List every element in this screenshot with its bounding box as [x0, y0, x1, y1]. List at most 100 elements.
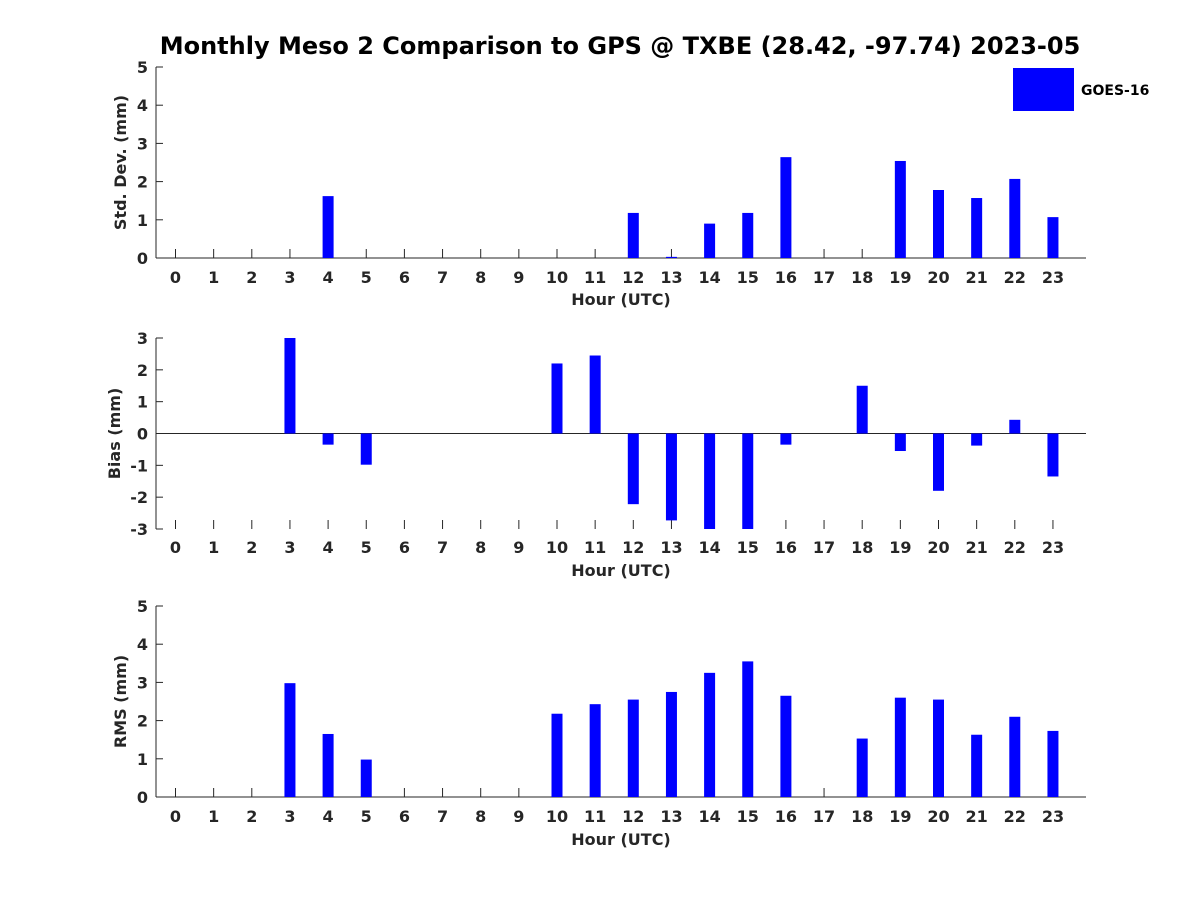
bar-hour-21 — [971, 198, 983, 258]
x-tick-label: 14 — [698, 538, 720, 557]
x-tick-label: 13 — [660, 807, 682, 826]
x-tick-label: 0 — [170, 538, 181, 557]
x-tick-label: 17 — [813, 807, 835, 826]
x-tick-label: 10 — [546, 538, 568, 557]
bar-hour-23 — [1047, 730, 1059, 797]
bar-hour-11 — [589, 704, 601, 797]
x-tick-label: 18 — [851, 538, 873, 557]
x-tick-label: 7 — [437, 268, 448, 287]
x-tick-label: 19 — [889, 807, 911, 826]
x-tick-label: 16 — [775, 807, 797, 826]
y-tick-label: 3 — [137, 329, 148, 348]
y-axis-label: RMS (mm) — [111, 655, 130, 748]
bar-hour-18 — [856, 385, 868, 434]
x-tick-label: 12 — [622, 807, 644, 826]
y-tick-label: -2 — [130, 488, 148, 507]
x-tick-label: 3 — [284, 807, 295, 826]
x-tick-label: 7 — [437, 538, 448, 557]
x-tick-label: 6 — [399, 538, 410, 557]
bar-hour-5 — [360, 759, 372, 797]
y-tick-label: 1 — [137, 393, 148, 412]
y-tick-label: -1 — [130, 456, 148, 475]
x-tick-label: 17 — [813, 268, 835, 287]
y-tick-label: 0 — [137, 249, 148, 268]
x-tick-label: 19 — [889, 538, 911, 557]
x-tick-label: 5 — [361, 268, 372, 287]
x-axis-label: Hour (UTC) — [571, 561, 671, 580]
y-tick-label: 4 — [137, 635, 148, 654]
y-axis-label: Std. Dev. (mm) — [111, 95, 130, 230]
bar-hour-19 — [894, 160, 906, 258]
x-tick-label: 23 — [1042, 538, 1064, 557]
x-tick-label: 8 — [475, 538, 486, 557]
bar-hour-16 — [780, 695, 792, 797]
y-tick-label: 5 — [137, 58, 148, 77]
x-tick-label: 1 — [208, 807, 219, 826]
bar-hour-11 — [589, 355, 601, 434]
bar-hour-23 — [1047, 433, 1059, 477]
x-tick-label: 15 — [737, 268, 759, 287]
bar-hour-18 — [856, 738, 868, 797]
x-tick-label: 13 — [660, 268, 682, 287]
x-tick-label: 5 — [361, 807, 372, 826]
figure-title: Monthly Meso 2 Comparison to GPS @ TXBE … — [160, 32, 1081, 60]
y-tick-label: 4 — [137, 96, 148, 115]
bar-hour-15 — [742, 433, 754, 529]
bar-hour-4 — [322, 433, 334, 445]
x-tick-label: 4 — [323, 268, 334, 287]
bar-hour-14 — [704, 433, 716, 529]
x-tick-label: 16 — [775, 538, 797, 557]
x-tick-label: 8 — [475, 268, 486, 287]
x-tick-label: 12 — [622, 268, 644, 287]
bar-hour-21 — [971, 734, 983, 797]
bar-hour-14 — [704, 223, 716, 258]
x-tick-label: 6 — [399, 268, 410, 287]
bar-hour-22 — [1009, 419, 1021, 434]
x-tick-label: 4 — [323, 807, 334, 826]
bar-hour-21 — [971, 433, 983, 446]
x-tick-label: 3 — [284, 538, 295, 557]
x-tick-label: 15 — [737, 807, 759, 826]
x-tick-label: 4 — [323, 538, 334, 557]
bar-hour-3 — [284, 683, 296, 797]
x-tick-label: 23 — [1042, 268, 1064, 287]
x-tick-label: 21 — [966, 538, 988, 557]
y-tick-label: 0 — [137, 425, 148, 444]
bar-hour-4 — [322, 733, 334, 797]
x-tick-label: 22 — [1004, 268, 1026, 287]
x-tick-label: 0 — [170, 807, 181, 826]
x-axis-label: Hour (UTC) — [571, 830, 671, 849]
x-tick-label: 11 — [584, 807, 606, 826]
x-tick-label: 11 — [584, 268, 606, 287]
bar-hour-23 — [1047, 217, 1059, 258]
legend: GOES-16 — [1012, 67, 1149, 112]
x-tick-label: 9 — [513, 807, 524, 826]
x-tick-label: 18 — [851, 807, 873, 826]
y-tick-label: 1 — [137, 211, 148, 230]
bar-hour-19 — [894, 433, 906, 452]
x-tick-label: 21 — [966, 268, 988, 287]
bar-hour-13 — [665, 256, 677, 258]
y-tick-label: 0 — [137, 788, 148, 807]
bar-hour-15 — [742, 661, 754, 797]
bar-hour-4 — [322, 196, 334, 258]
bar-hour-12 — [627, 212, 639, 258]
x-tick-label: 7 — [437, 807, 448, 826]
x-tick-label: 18 — [851, 268, 873, 287]
bar-hour-22 — [1009, 178, 1021, 258]
x-tick-label: 1 — [208, 268, 219, 287]
x-tick-label: 13 — [660, 538, 682, 557]
x-tick-label: 20 — [927, 807, 949, 826]
bar-hour-3 — [284, 338, 296, 434]
x-tick-label: 22 — [1004, 807, 1026, 826]
x-tick-label: 1 — [208, 538, 219, 557]
x-tick-label: 9 — [513, 268, 524, 287]
x-tick-label: 8 — [475, 807, 486, 826]
x-tick-label: 16 — [775, 268, 797, 287]
x-tick-label: 20 — [927, 538, 949, 557]
